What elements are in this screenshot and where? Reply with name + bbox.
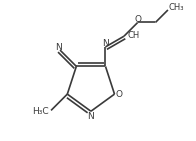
Text: CH₃: CH₃ [169, 3, 184, 12]
Text: O: O [115, 90, 122, 99]
Text: N: N [102, 39, 109, 48]
Text: N: N [88, 112, 94, 121]
Text: CH: CH [127, 31, 140, 40]
Text: H₃C: H₃C [32, 107, 48, 116]
Text: N: N [55, 43, 62, 52]
Text: O: O [134, 15, 142, 24]
